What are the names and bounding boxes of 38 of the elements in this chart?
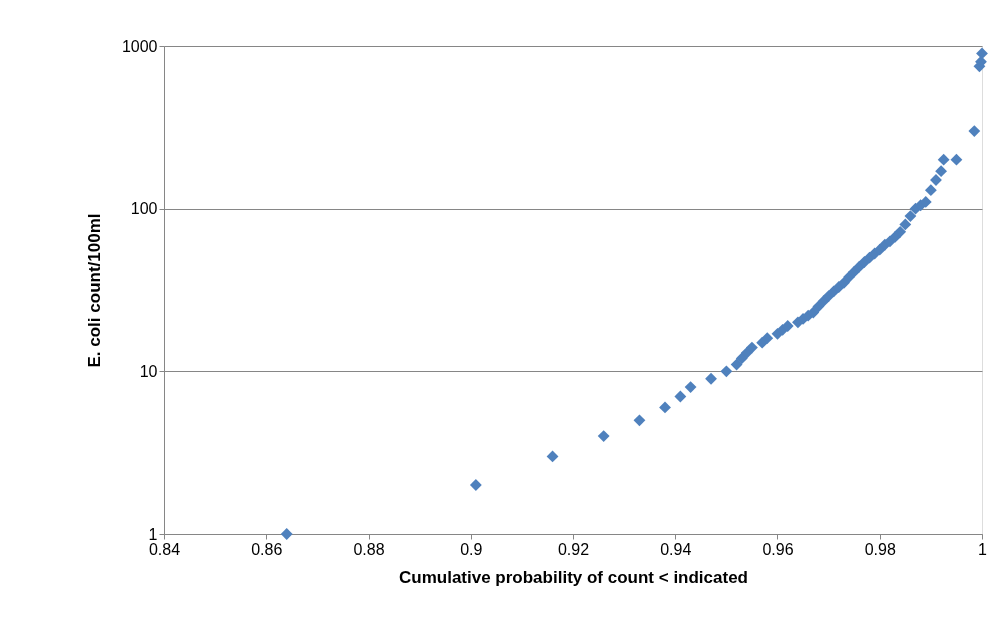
x-tick-label: 0.9 <box>460 540 483 558</box>
y-tick-label: 1 <box>148 525 158 543</box>
point <box>735 352 748 365</box>
x-tick-label: 0.84 <box>148 540 181 558</box>
point <box>633 414 646 427</box>
point <box>838 276 850 289</box>
point <box>904 210 917 223</box>
point <box>894 225 907 238</box>
y-tick-label: 100 <box>130 200 158 218</box>
point <box>659 401 671 414</box>
x-tick-label: 0.88 <box>353 540 385 558</box>
point <box>280 528 293 540</box>
point <box>469 479 482 491</box>
x-tick-label: 1 <box>978 540 988 558</box>
point <box>720 365 733 378</box>
point <box>950 153 963 166</box>
point <box>935 165 948 178</box>
point <box>968 125 981 137</box>
point <box>937 153 950 166</box>
y-axis-title: E. coli count/100ml <box>84 213 104 368</box>
x-tick-label: 0.96 <box>762 540 794 558</box>
x-tick-label: 0.94 <box>660 540 692 558</box>
x-tick-label: 0.98 <box>864 540 896 558</box>
point <box>746 341 758 354</box>
point <box>924 184 937 197</box>
point <box>546 450 559 463</box>
x-axis-title: Cumulative probability of count < indicated <box>398 567 749 587</box>
point <box>730 358 743 371</box>
y-tick-label: 10 <box>139 362 158 380</box>
point <box>899 218 912 231</box>
x-tick-label: 0.92 <box>557 540 590 558</box>
point <box>674 390 687 403</box>
x-tick-label: 0.86 <box>251 540 283 558</box>
point <box>705 372 717 385</box>
point <box>684 381 697 394</box>
point <box>761 332 774 345</box>
y-tick-label: 1000 <box>121 37 158 55</box>
point <box>597 430 610 442</box>
